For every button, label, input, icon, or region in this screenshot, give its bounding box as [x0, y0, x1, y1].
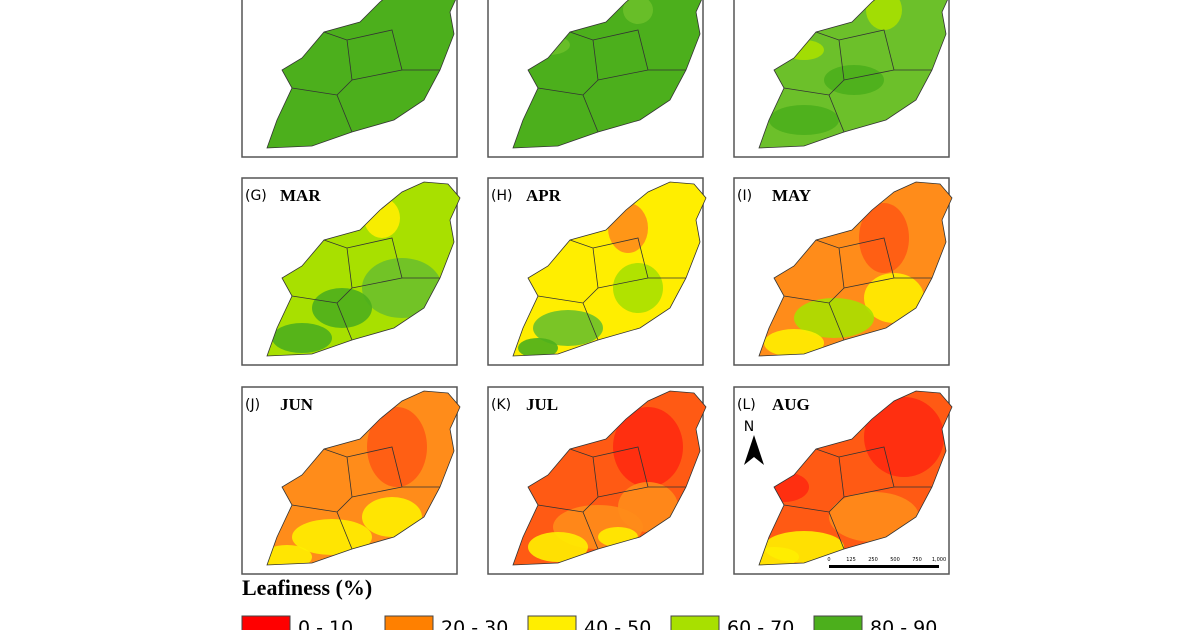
map-zone	[613, 263, 663, 313]
panel-month: APR	[526, 186, 562, 205]
map-zone	[267, 545, 312, 565]
map-zone	[362, 497, 422, 537]
legend-label: 60 - 70	[727, 617, 794, 630]
panel-label: (H)	[491, 188, 512, 204]
panel-label: (J)	[245, 397, 260, 413]
scale-label: 500	[890, 557, 900, 563]
map-zone	[764, 329, 824, 356]
map-outline	[512, 181, 707, 357]
map-panel: (J) JUN	[241, 386, 461, 575]
map-panel: (G) MAR	[241, 177, 461, 366]
map-zone	[613, 407, 683, 487]
legend-label: 40 - 50	[584, 617, 651, 630]
legend-swatch	[813, 615, 863, 630]
map-panel	[241, 0, 460, 158]
region-border	[291, 446, 440, 550]
panel-label: (K)	[491, 397, 511, 413]
map-outline	[758, 0, 948, 149]
legend-title: Leafiness (%)	[242, 575, 372, 600]
map-zone	[367, 407, 427, 487]
map-zone	[272, 323, 332, 353]
scale-bar	[829, 565, 939, 568]
legend-swatch	[527, 615, 577, 630]
map-panel: (H) APR	[487, 177, 707, 366]
map-zone	[623, 0, 653, 24]
map-outline	[266, 390, 461, 566]
scale-label: 0	[827, 557, 830, 563]
panel-label: (G)	[245, 188, 267, 204]
map-zone	[362, 258, 442, 318]
map-zone	[533, 310, 603, 346]
map-zone	[866, 0, 902, 30]
map-outline	[512, 0, 702, 149]
region-border	[537, 29, 686, 133]
panel-month: AUG	[772, 395, 810, 414]
map-panel: (L) AUG N 0 125 250 500 750 1,000	[733, 386, 953, 575]
map-outline	[266, 181, 461, 357]
legend-swatch	[241, 615, 291, 630]
region-border	[783, 29, 932, 133]
north-arrow	[744, 435, 764, 465]
map-outline	[512, 390, 707, 566]
map-panel	[733, 0, 952, 158]
map-panel: (K) JUL	[487, 386, 707, 575]
region-border	[537, 237, 686, 341]
legend-label: 0 - 10	[298, 617, 353, 630]
panel-month: MAR	[280, 186, 321, 205]
region-border	[291, 237, 440, 341]
scale-label: 750	[912, 557, 922, 563]
map-outline	[266, 0, 456, 149]
panel-label: (I)	[737, 188, 752, 204]
map-zone	[312, 288, 372, 328]
map-outline	[758, 390, 953, 566]
legend-swatch	[384, 615, 434, 630]
panel-month: JUL	[526, 395, 558, 414]
panel-month: JUN	[280, 395, 314, 414]
north-label: N	[744, 419, 754, 435]
legend-label: 80 - 90	[870, 617, 937, 630]
region-border	[783, 237, 932, 341]
legend-label: 20 - 30	[441, 617, 508, 630]
region-border	[291, 29, 440, 133]
map-zone	[292, 519, 372, 555]
map-outline	[758, 181, 953, 357]
map-panel: (I) MAY	[733, 177, 953, 366]
panel-label: (L)	[737, 397, 756, 413]
map-panel	[487, 0, 706, 158]
map-zone	[824, 65, 884, 95]
map-zone	[829, 492, 919, 542]
map-zone	[769, 105, 839, 135]
map-zone	[864, 273, 924, 323]
scale-label: 250	[868, 557, 878, 563]
map-zone	[518, 338, 558, 356]
scale-label: 125	[846, 557, 856, 563]
region-border	[783, 446, 932, 550]
map-zone	[528, 532, 588, 562]
region-border	[537, 446, 686, 550]
map-zone	[864, 397, 944, 477]
map-zone	[794, 298, 874, 338]
scale-label: 1,000	[932, 557, 946, 563]
legend-swatch	[670, 615, 720, 630]
panel-month: MAY	[772, 186, 811, 205]
